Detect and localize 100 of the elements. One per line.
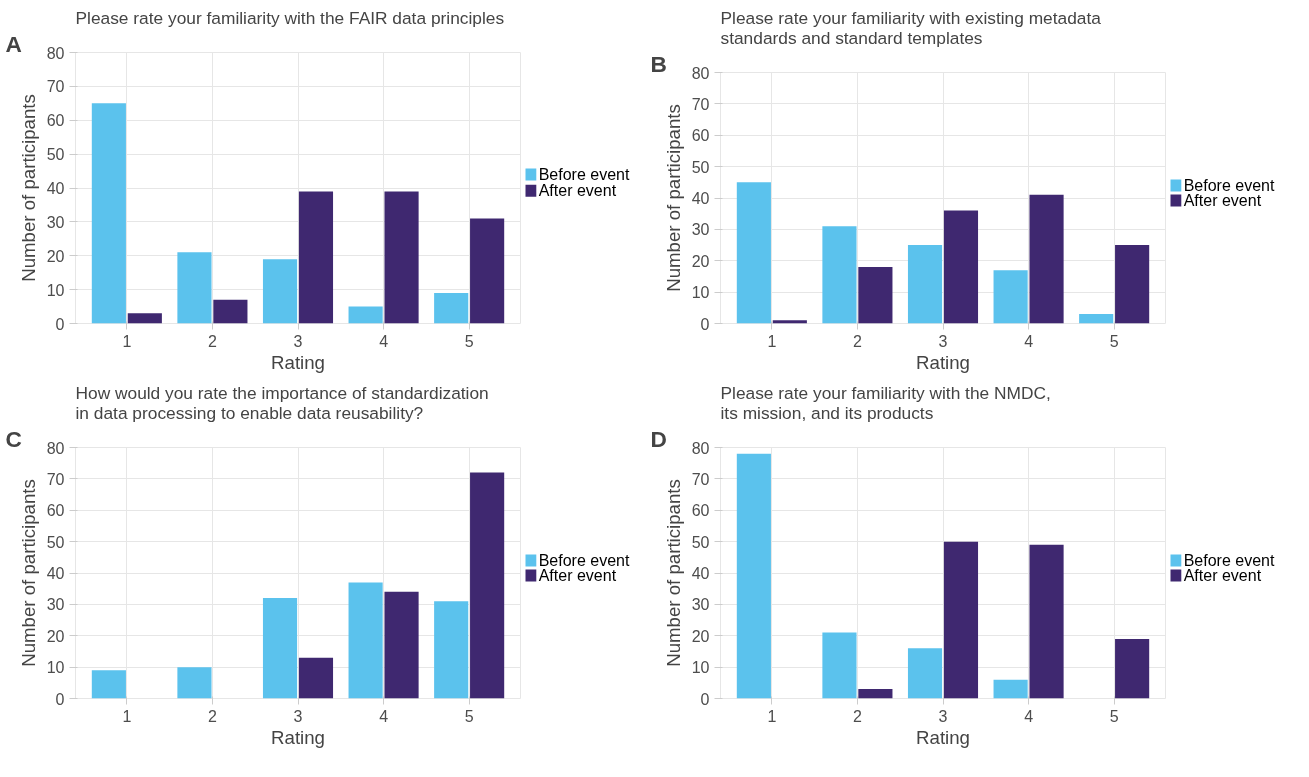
bar [177, 252, 212, 324]
x-tick-label: 2 [207, 707, 217, 725]
chart-title: How would you rate the importance of standardization in data processing to enable data reusability? [75, 382, 489, 423]
bar [943, 541, 979, 699]
y-axis-title: Number of participants [662, 104, 684, 292]
bar [772, 320, 807, 324]
text: D [650, 425, 667, 452]
bar [822, 632, 857, 699]
y-tick-label: 70 [46, 78, 65, 96]
x-axis-title: Rating [916, 726, 970, 748]
y-tick-label: 0 [700, 690, 710, 708]
bar [1115, 245, 1150, 324]
y-tick-label: 10 [46, 281, 65, 299]
y-tick-label: 20 [46, 247, 65, 265]
bar [127, 313, 162, 324]
bar [1115, 638, 1150, 699]
legend-label: After event [538, 182, 617, 200]
bar [348, 582, 383, 699]
y-tick-label: 50 [46, 146, 65, 164]
bar [262, 598, 298, 699]
y-tick-label: 70 [46, 470, 65, 488]
x-tick-label: 4 [379, 332, 389, 350]
x-tick-label: 2 [207, 332, 217, 350]
text: C [5, 425, 22, 452]
bar [434, 293, 469, 324]
x-tick-label: 1 [122, 707, 132, 725]
y-tick-label: 50 [691, 533, 710, 551]
bar [348, 306, 383, 324]
x-tick-label: 3 [938, 332, 948, 350]
x-tick-label: 4 [379, 707, 389, 725]
legend-label: Before event [1183, 551, 1275, 569]
y-tick-label: 70 [691, 470, 710, 488]
bar [91, 103, 126, 324]
y-tick-label: 10 [46, 659, 65, 677]
bar [298, 657, 334, 699]
bar [943, 210, 979, 324]
y-tick-label: 20 [46, 627, 65, 645]
y-tick-label: 60 [691, 127, 710, 145]
bar [1079, 314, 1114, 324]
chart-title: Please rate your familiarity with the FAIR data principles [75, 7, 505, 28]
bar [262, 259, 298, 324]
y-axis-title: Number of participants [17, 479, 39, 667]
y-tick-label: 30 [46, 596, 65, 614]
y-tick-label: 10 [691, 659, 710, 677]
legend-label: Before event [538, 165, 630, 183]
y-tick-label: 20 [691, 252, 710, 270]
x-axis-title: Rating [916, 351, 970, 373]
y-tick-label: 0 [55, 690, 65, 708]
y-tick-label: 60 [691, 502, 710, 520]
bar [736, 182, 771, 324]
chart-title: Please rate your familiarity with existing metadata standards and standard templates [720, 7, 1102, 48]
bar [858, 267, 893, 324]
y-tick-label: 60 [46, 112, 65, 130]
y-tick-label: 30 [691, 221, 710, 239]
chart-title: Please rate your familiarity with the NMDC, its mission, and its products [720, 382, 1051, 423]
bar [470, 218, 505, 324]
y-tick-label: 0 [55, 315, 65, 333]
x-tick-label: 4 [1024, 707, 1034, 725]
bar [384, 191, 419, 324]
y-tick-label: 10 [691, 284, 710, 302]
y-tick-label: 40 [46, 565, 65, 582]
bar [177, 667, 212, 699]
legend-label: After event [1183, 192, 1262, 210]
bar [91, 670, 126, 699]
x-tick-label: 5 [464, 707, 474, 725]
y-tick-label: 40 [46, 180, 65, 197]
x-axis-title: Rating [271, 351, 325, 373]
bar [298, 191, 334, 324]
legend-label: After event [538, 567, 617, 585]
x-tick-label: 3 [293, 707, 303, 725]
y-tick-label: 80 [691, 439, 710, 457]
y-tick-label: 40 [691, 190, 710, 207]
x-tick-label: 1 [122, 332, 132, 350]
x-tick-label: 2 [852, 707, 862, 725]
y-tick-label: 60 [46, 502, 65, 520]
y-tick-label: 30 [691, 596, 710, 614]
y-tick-label: 70 [691, 95, 710, 113]
bar [434, 601, 469, 699]
x-tick-label: 3 [938, 707, 948, 725]
x-tick-label: 3 [293, 332, 303, 350]
y-tick-label: 80 [46, 44, 65, 62]
text: B [650, 50, 667, 77]
x-tick-label: 5 [1109, 332, 1119, 350]
legend-label: Before event [538, 551, 630, 569]
y-tick-label: 80 [691, 64, 710, 82]
bar [213, 299, 248, 324]
bar [993, 270, 1028, 324]
bar [384, 591, 419, 699]
y-tick-label: 50 [691, 158, 710, 176]
bar [907, 245, 943, 324]
bar [470, 472, 505, 699]
x-tick-label: 1 [767, 332, 777, 350]
bar [907, 648, 943, 699]
y-tick-label: 30 [46, 213, 65, 231]
bar [822, 226, 857, 324]
y-tick-label: 20 [691, 627, 710, 645]
legend-label: Before event [1183, 176, 1275, 194]
bar [858, 689, 893, 699]
x-axis-title: Rating [271, 726, 325, 748]
y-axis-title: Number of participants [17, 94, 39, 282]
